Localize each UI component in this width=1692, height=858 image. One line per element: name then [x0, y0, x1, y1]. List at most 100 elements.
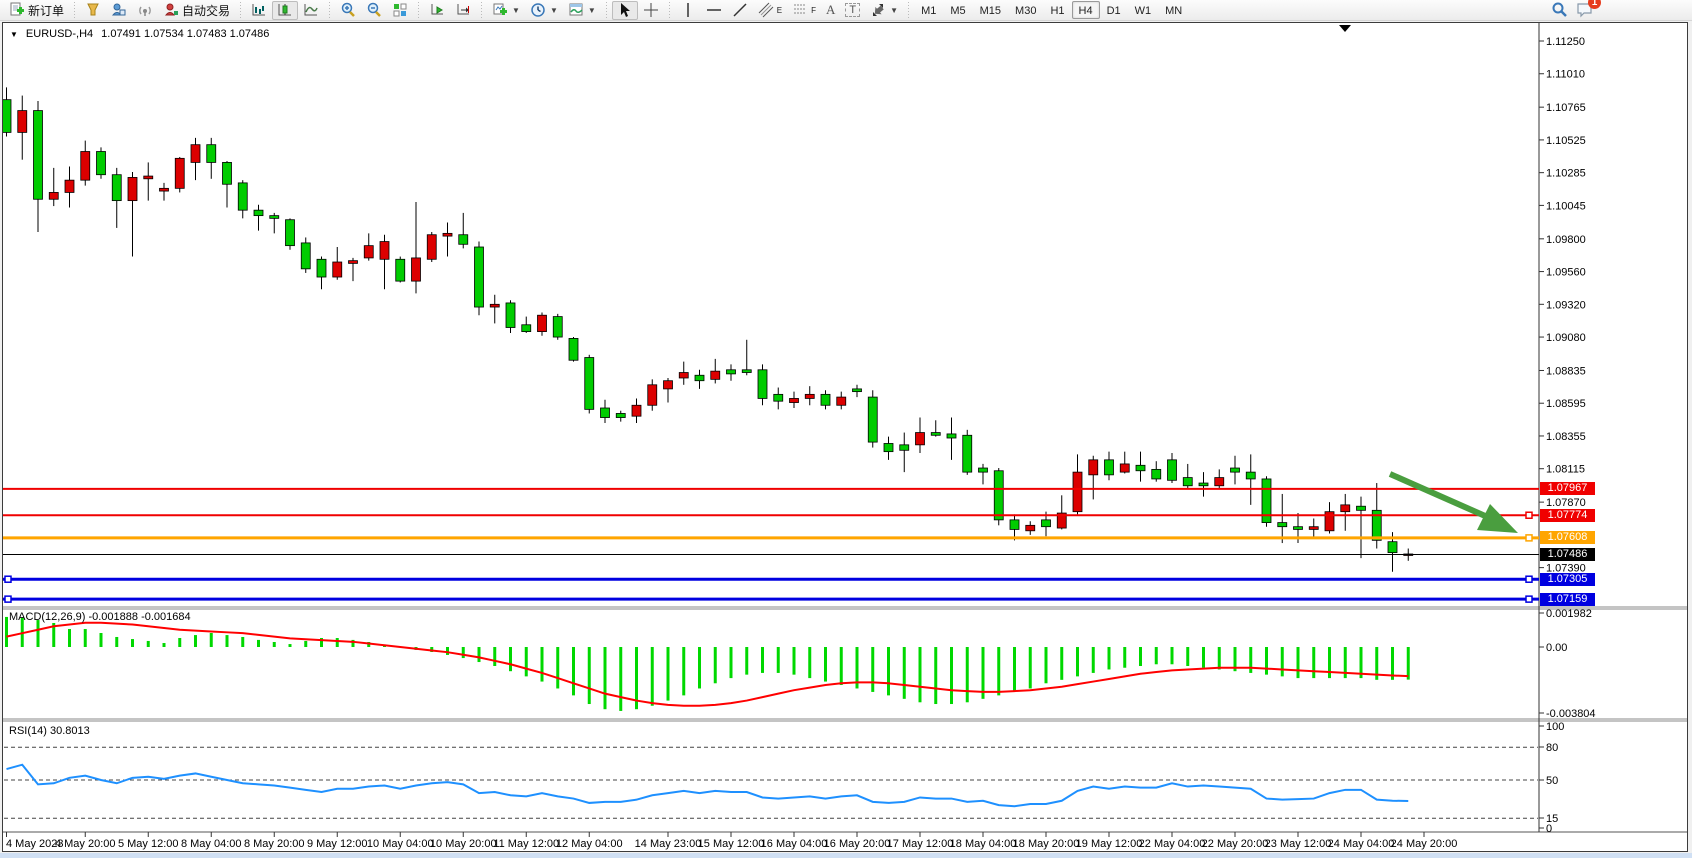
timeframe-m1[interactable]: M1 [921, 5, 937, 17]
fibonacci-tool-button[interactable]: F [787, 1, 821, 20]
timeframe-d1[interactable]: D1 [1106, 5, 1121, 17]
zoom-in-button[interactable] [335, 1, 361, 20]
label-tool-button[interactable]: T [840, 1, 865, 20]
chevron-down-icon: ▼ [587, 5, 596, 15]
candle-body [789, 398, 799, 403]
candle-body [993, 470, 1004, 521]
axis-label: 1.08835 [1546, 365, 1586, 377]
axis-label: 1.09560 [1546, 267, 1586, 279]
trendline-tool-button[interactable] [727, 1, 753, 20]
chart-window: ▼ EURUSD-,H4 1.07491 1.07534 1.07483 1.0… [2, 22, 1688, 852]
channel-tool-button[interactable]: E [753, 1, 787, 20]
time-label: 14 May 23:00 [635, 838, 702, 850]
timeframe-h1[interactable]: H1 [1050, 5, 1065, 17]
candle-body [915, 432, 925, 446]
community-button[interactable] [106, 1, 132, 20]
rsi-indicator-label: RSI(14) 30.8013 [9, 725, 90, 737]
auto-trading-button[interactable]: 自动交易 [158, 1, 235, 20]
timeframe-mn[interactable]: MN [1165, 5, 1183, 17]
candle-body [300, 242, 311, 270]
candle-body [1041, 519, 1051, 528]
collapse-triangle-icon[interactable]: ▼ [10, 29, 18, 39]
candle-body [1261, 478, 1272, 523]
line-handle[interactable] [1525, 511, 1533, 519]
candle-body [1167, 459, 1177, 481]
chart-plot[interactable]: 1.11250 1.11010 1.10765 1.10525 1.10285 1.100… [3, 23, 1687, 851]
timeframe-w1[interactable]: W1 [1134, 5, 1152, 17]
candle-body [631, 404, 642, 417]
trend-arrow-head[interactable] [1477, 504, 1518, 533]
chat-button[interactable]: 1 [1576, 0, 1601, 23]
price-level-chip: 1.07305 [1540, 572, 1595, 586]
bar-chart-type-button[interactable] [246, 1, 272, 20]
candle-body [1293, 526, 1303, 530]
chart-shift-button[interactable] [450, 1, 476, 20]
timeframe-m15[interactable]: M15 [979, 5, 1002, 17]
candle-body [379, 241, 390, 260]
time-label: 16 May 04:00 [761, 838, 828, 850]
line-handle[interactable] [1525, 534, 1533, 542]
text-tool-button[interactable]: A [821, 1, 840, 20]
new-order-button[interactable]: 新订单 [4, 1, 69, 20]
line-handle[interactable] [1525, 595, 1533, 603]
price-level-chip: 1.07967 [1540, 482, 1595, 496]
channel-letter: E [776, 5, 783, 15]
community-icon [111, 2, 127, 18]
candle-body [615, 413, 626, 418]
candle-body [426, 234, 437, 260]
signals-button[interactable] [132, 1, 158, 20]
market-button[interactable] [80, 1, 106, 20]
chevron-down-icon: ▼ [890, 5, 899, 15]
candle-body [804, 393, 815, 399]
cursor-tool-button[interactable] [611, 0, 638, 20]
candle-body [80, 151, 91, 181]
timeframe-m30[interactable]: M30 [1015, 5, 1037, 17]
timeframe-m5[interactable]: M5 [950, 5, 966, 17]
candle-body [348, 260, 358, 264]
candle-body [836, 396, 847, 406]
tile-windows-icon [392, 2, 408, 18]
periods-button[interactable]: ▼ [525, 1, 563, 20]
axis-label: 1.07390 [1546, 563, 1586, 575]
vertical-line-icon [680, 2, 696, 18]
price-level-chip: 1.07486 [1540, 548, 1595, 562]
candle-body [505, 302, 516, 328]
line-chart-type-button[interactable] [298, 1, 324, 20]
cursor-icon [617, 2, 633, 18]
zoom-out-button[interactable] [361, 1, 387, 20]
new-chart-icon [492, 2, 508, 18]
crosshair-tool-button[interactable] [638, 1, 664, 20]
trend-arrow[interactable] [1388, 471, 1494, 522]
time-label: 4 May 2023 [6, 838, 63, 850]
timeframe-h4[interactable]: H4 [1071, 1, 1100, 19]
search-icon[interactable] [1551, 1, 1568, 23]
tile-windows-button[interactable] [387, 1, 413, 20]
line-handle[interactable] [4, 595, 12, 603]
candle-body [33, 110, 43, 200]
vertical-line-tool-button[interactable] [675, 1, 701, 20]
indicators-button[interactable]: ▼ [563, 1, 601, 20]
line-handle[interactable] [1525, 575, 1533, 583]
new-chart-button[interactable]: ▼ [487, 1, 525, 20]
channel-icon [758, 2, 774, 18]
clock-icon [530, 2, 546, 18]
candle-body [96, 151, 106, 176]
time-label: 4 May 20:00 [55, 838, 116, 850]
horizontal-line-tool-button[interactable] [701, 1, 727, 20]
time-label: 9 May 12:00 [307, 838, 368, 850]
shapes-tool-button[interactable]: ▼ [865, 1, 903, 20]
line-handle[interactable] [4, 575, 12, 583]
candle-body [1245, 471, 1256, 480]
separator [479, 2, 485, 18]
candle-body [978, 467, 988, 473]
candle-body [1104, 459, 1114, 476]
time-label: 10 May 04:00 [367, 838, 434, 850]
line-chart-icon [303, 2, 319, 18]
candle-body [962, 434, 973, 473]
chart-shift-marker[interactable] [1339, 25, 1351, 32]
candle-body [237, 182, 248, 211]
candlestick-chart-type-button[interactable] [272, 0, 299, 20]
time-label: 18 May 20:00 [1013, 838, 1080, 850]
auto-scroll-button[interactable] [424, 1, 450, 20]
candle-body [1198, 482, 1209, 487]
